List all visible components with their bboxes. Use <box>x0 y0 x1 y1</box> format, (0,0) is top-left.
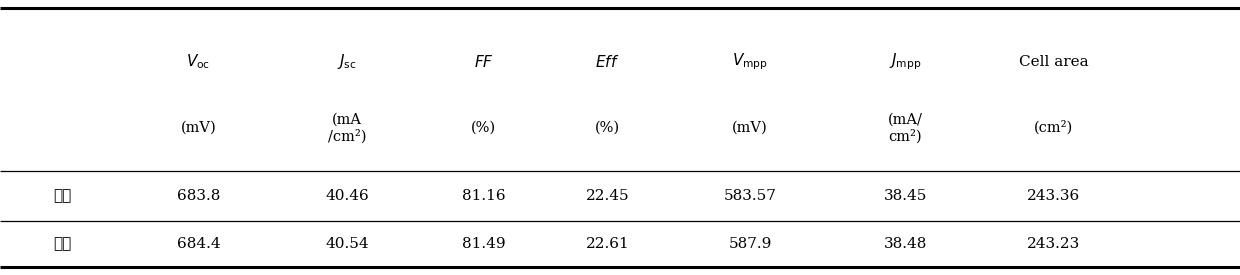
Text: (%): (%) <box>471 121 496 135</box>
Text: 平均: 平均 <box>53 189 71 203</box>
Text: 40.54: 40.54 <box>325 237 370 251</box>
Text: (mV): (mV) <box>733 121 768 135</box>
Text: 40.46: 40.46 <box>325 189 370 203</box>
Text: (mA
/cm²): (mA /cm²) <box>327 112 367 143</box>
Text: 243.36: 243.36 <box>1028 189 1080 203</box>
Text: 最佳: 最佳 <box>53 237 71 251</box>
Text: 22.61: 22.61 <box>585 237 630 251</box>
Text: $J_\mathrm{mpp}$: $J_\mathrm{mpp}$ <box>889 52 921 72</box>
Text: (mA/
cm²): (mA/ cm²) <box>888 112 923 143</box>
Text: Cell area: Cell area <box>1019 55 1089 69</box>
Text: $\mathit{Eff}$: $\mathit{Eff}$ <box>595 54 620 70</box>
Text: $\mathit{FF}$: $\mathit{FF}$ <box>474 54 494 70</box>
Text: 38.45: 38.45 <box>884 189 926 203</box>
Text: 583.57: 583.57 <box>724 189 776 203</box>
Text: 683.8: 683.8 <box>177 189 219 203</box>
Text: 81.49: 81.49 <box>461 237 506 251</box>
Text: (%): (%) <box>595 121 620 135</box>
Text: 38.48: 38.48 <box>884 237 926 251</box>
Text: 81.16: 81.16 <box>461 189 506 203</box>
Text: 587.9: 587.9 <box>729 237 771 251</box>
Text: 243.23: 243.23 <box>1028 237 1080 251</box>
Text: 22.45: 22.45 <box>585 189 630 203</box>
Text: $V_\mathrm{mpp}$: $V_\mathrm{mpp}$ <box>733 52 768 72</box>
Text: (mV): (mV) <box>181 121 216 135</box>
Text: (cm²): (cm²) <box>1034 121 1074 135</box>
Text: $J_\mathrm{sc}$: $J_\mathrm{sc}$ <box>337 52 357 72</box>
Text: $V_\mathrm{oc}$: $V_\mathrm{oc}$ <box>186 53 211 71</box>
Text: 684.4: 684.4 <box>176 237 221 251</box>
